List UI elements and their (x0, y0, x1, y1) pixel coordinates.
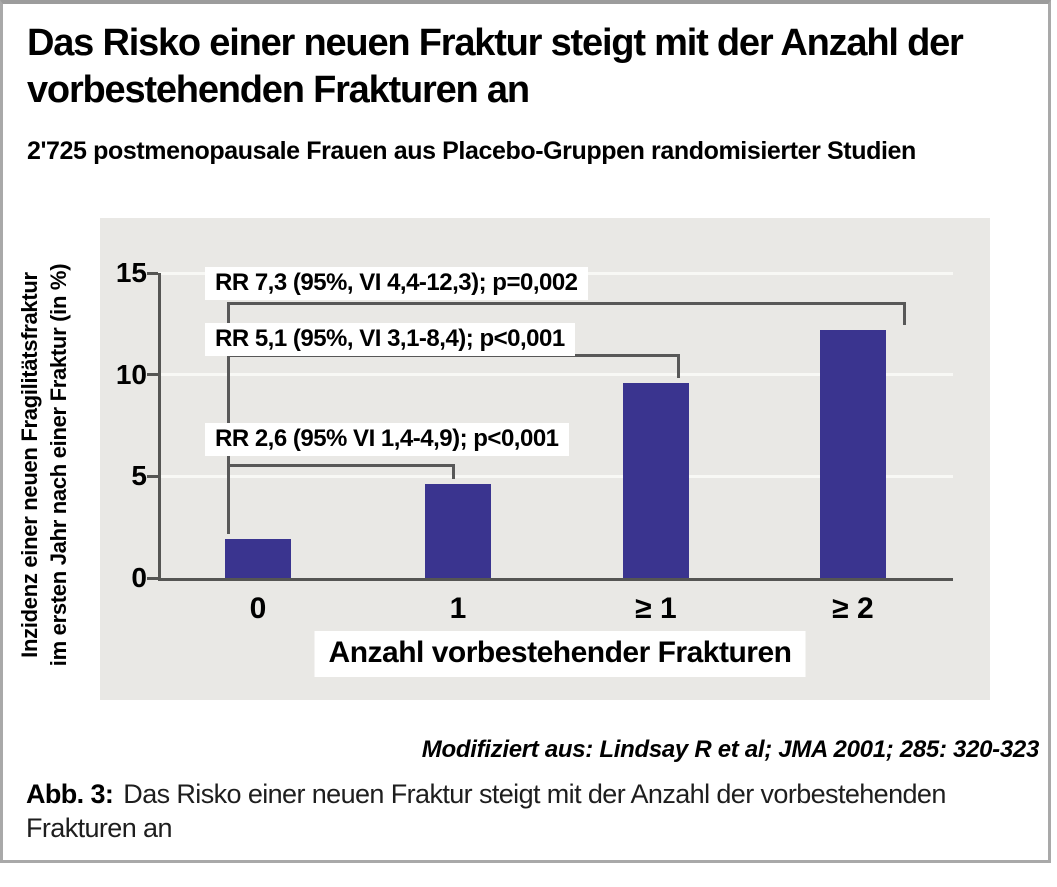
source-note: Modifiziert aus: Lindsay R et al; JMA 20… (421, 736, 1040, 763)
gridline-10 (158, 373, 953, 377)
y-tick-label-15: 15 (115, 257, 147, 289)
bracket-left-vertical-2 (227, 301, 230, 535)
y-tick-5 (147, 474, 158, 478)
bracket-horizontal-0 (227, 464, 455, 468)
bracket-right-vertical-2 (903, 301, 906, 325)
x-tick-label-3: ≥ 2 (832, 592, 874, 625)
y-tick-0 (147, 576, 158, 580)
figure-subtitle: 2'725 postmenopausale Frauen aus Placebo… (27, 137, 916, 165)
y-axis-title-line1: Inzidenz einer neuen Fragilitätsfraktur (17, 272, 42, 658)
y-tick-label-10: 10 (115, 358, 147, 390)
caption-text: Das Risko einer neuen Fraktur steigt mit… (26, 779, 946, 843)
bar-≥ 2 (820, 329, 886, 578)
bar-1 (425, 484, 491, 578)
bracket-right-vertical-0 (452, 464, 455, 480)
y-tick-15 (147, 271, 158, 275)
y-tick-label-0: 0 (131, 562, 147, 593)
x-tick-label-0: 0 (249, 592, 267, 625)
bracket-horizontal-2 (227, 301, 906, 305)
bar-≥ 1 (623, 382, 689, 578)
figure-title: Das Risko einer neuen Fraktur steigt mit… (27, 22, 964, 111)
figure-caption: Abb. 3: Das Risko einer neuen Fraktur ste… (26, 777, 1034, 845)
bracket-right-vertical-1 (677, 354, 680, 378)
y-axis-line (158, 273, 161, 581)
x-tick-label-1: 1 (449, 592, 467, 625)
x-axis-title: Anzahl vorbestehender Frakturen (314, 631, 806, 677)
comparison-label-1: RR 5,1 (95%, VI 3,1-8,4); p<0,001 (205, 323, 575, 356)
x-axis-line (158, 578, 953, 581)
comparison-label-2: RR 7,3 (95%, VI 4,4-12,3); p=0,002 (205, 267, 588, 300)
y-axis-title-line2: im ersten Jahr nach einer Fraktur (in %) (46, 263, 71, 667)
comparison-label-0: RR 2,6 (95% VI 1,4-4,9); p<0,001 (205, 423, 569, 456)
x-tick-label-2: ≥ 1 (635, 592, 677, 625)
caption-label: Abb. 3: (26, 779, 114, 809)
y-tick-10 (147, 373, 158, 377)
y-tick-label-5: 5 (131, 460, 147, 492)
chart-panel: 0 5 10 15 0 1 ≥ 1 ≥ 2 RR 2,6 (95% VI 1,4-4,9); p… (100, 218, 990, 700)
y-axis-title: Inzidenz einer neuen Fragilitätsfraktur … (15, 217, 95, 713)
bar-0 (225, 539, 291, 578)
gridline-5 (158, 474, 953, 478)
